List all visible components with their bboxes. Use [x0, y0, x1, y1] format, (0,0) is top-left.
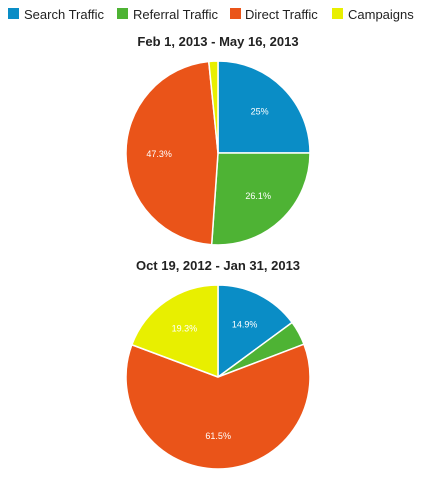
legend-swatch-direct	[230, 8, 241, 19]
slice-label-campaigns: 19.3%	[172, 324, 198, 334]
legend-item-search[interactable]: Search Traffic	[8, 7, 104, 22]
legend-item-campaigns[interactable]: Campaigns	[332, 7, 414, 22]
legend-item-referral[interactable]: Referral Traffic	[117, 7, 219, 22]
legend-swatch-search	[8, 8, 19, 19]
legend-item-direct[interactable]: Direct Traffic	[230, 7, 318, 22]
chart-title-1: Feb 1, 2013 - May 16, 2013	[137, 34, 298, 49]
pie-slice-search-traffic[interactable]	[217, 284, 293, 378]
pie-chart-2: 14.9% 61.5% 19.3%	[125, 284, 311, 470]
slice-label-direct-traffic: 61.5%	[205, 431, 231, 441]
legend-label-search: Search Traffic	[24, 7, 104, 22]
pie-slice-referral-traffic[interactable]	[210, 152, 311, 246]
pie-chart-1: 25% 26.1% 47.3%	[125, 60, 311, 246]
slice-label-direct-traffic: 47.3%	[146, 149, 172, 159]
legend-label-direct: Direct Traffic	[245, 7, 318, 22]
chart-title-2: Oct 19, 2012 - Jan 31, 2013	[136, 258, 300, 273]
legend-label-referral: Referral Traffic	[133, 7, 219, 22]
slice-label-search-traffic: 14.9%	[232, 320, 258, 330]
legend-swatch-referral	[117, 8, 128, 19]
pie-slice-direct-traffic[interactable]	[125, 60, 219, 246]
pie-slice-direct-traffic[interactable]	[125, 343, 311, 470]
pie-slice-campaigns[interactable]	[131, 284, 219, 378]
slice-label-referral-traffic: 26.1%	[245, 191, 271, 201]
slice-label-search-traffic: 25%	[251, 106, 269, 116]
pie-slice-search-traffic[interactable]	[217, 60, 311, 154]
legend-swatch-campaigns	[332, 8, 343, 19]
legend: Search Traffic Referral Traffic Direct T…	[8, 7, 414, 22]
legend-label-campaigns: Campaigns	[348, 7, 414, 22]
pie-slice-campaigns[interactable]	[208, 60, 219, 154]
